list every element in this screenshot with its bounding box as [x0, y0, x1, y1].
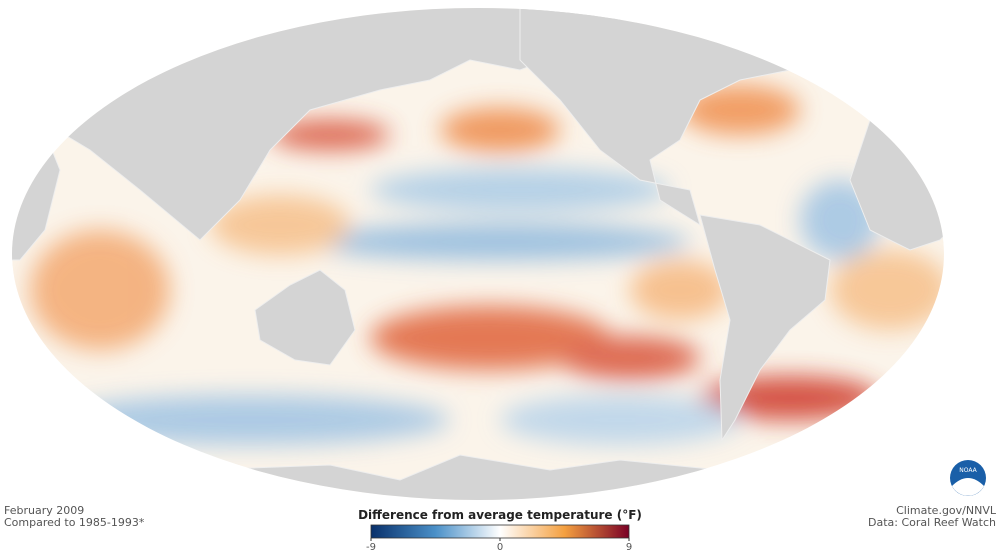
source-credit: Climate.gov/NNVL [896, 504, 997, 517]
legend-tick-label: -9 [366, 542, 376, 553]
noaa-logo: NOAA [950, 460, 986, 496]
data-credit: Data: Coral Reef Watch [868, 516, 996, 529]
australia [254, 269, 356, 366]
legend-ticks: -9 0 9 [366, 538, 632, 553]
legend-title: Difference from average temperature (°F) [358, 508, 642, 522]
south-america [699, 214, 831, 442]
color-bar [370, 524, 630, 539]
legend-tick-label: 0 [497, 542, 503, 553]
logo-text: NOAA [959, 467, 977, 474]
baseline-caption: Compared to 1985-1993* [4, 516, 145, 529]
legend-tick-label: 9 [626, 542, 632, 553]
anomaly-field [30, 85, 944, 445]
date-caption: February 2009 [4, 504, 84, 517]
